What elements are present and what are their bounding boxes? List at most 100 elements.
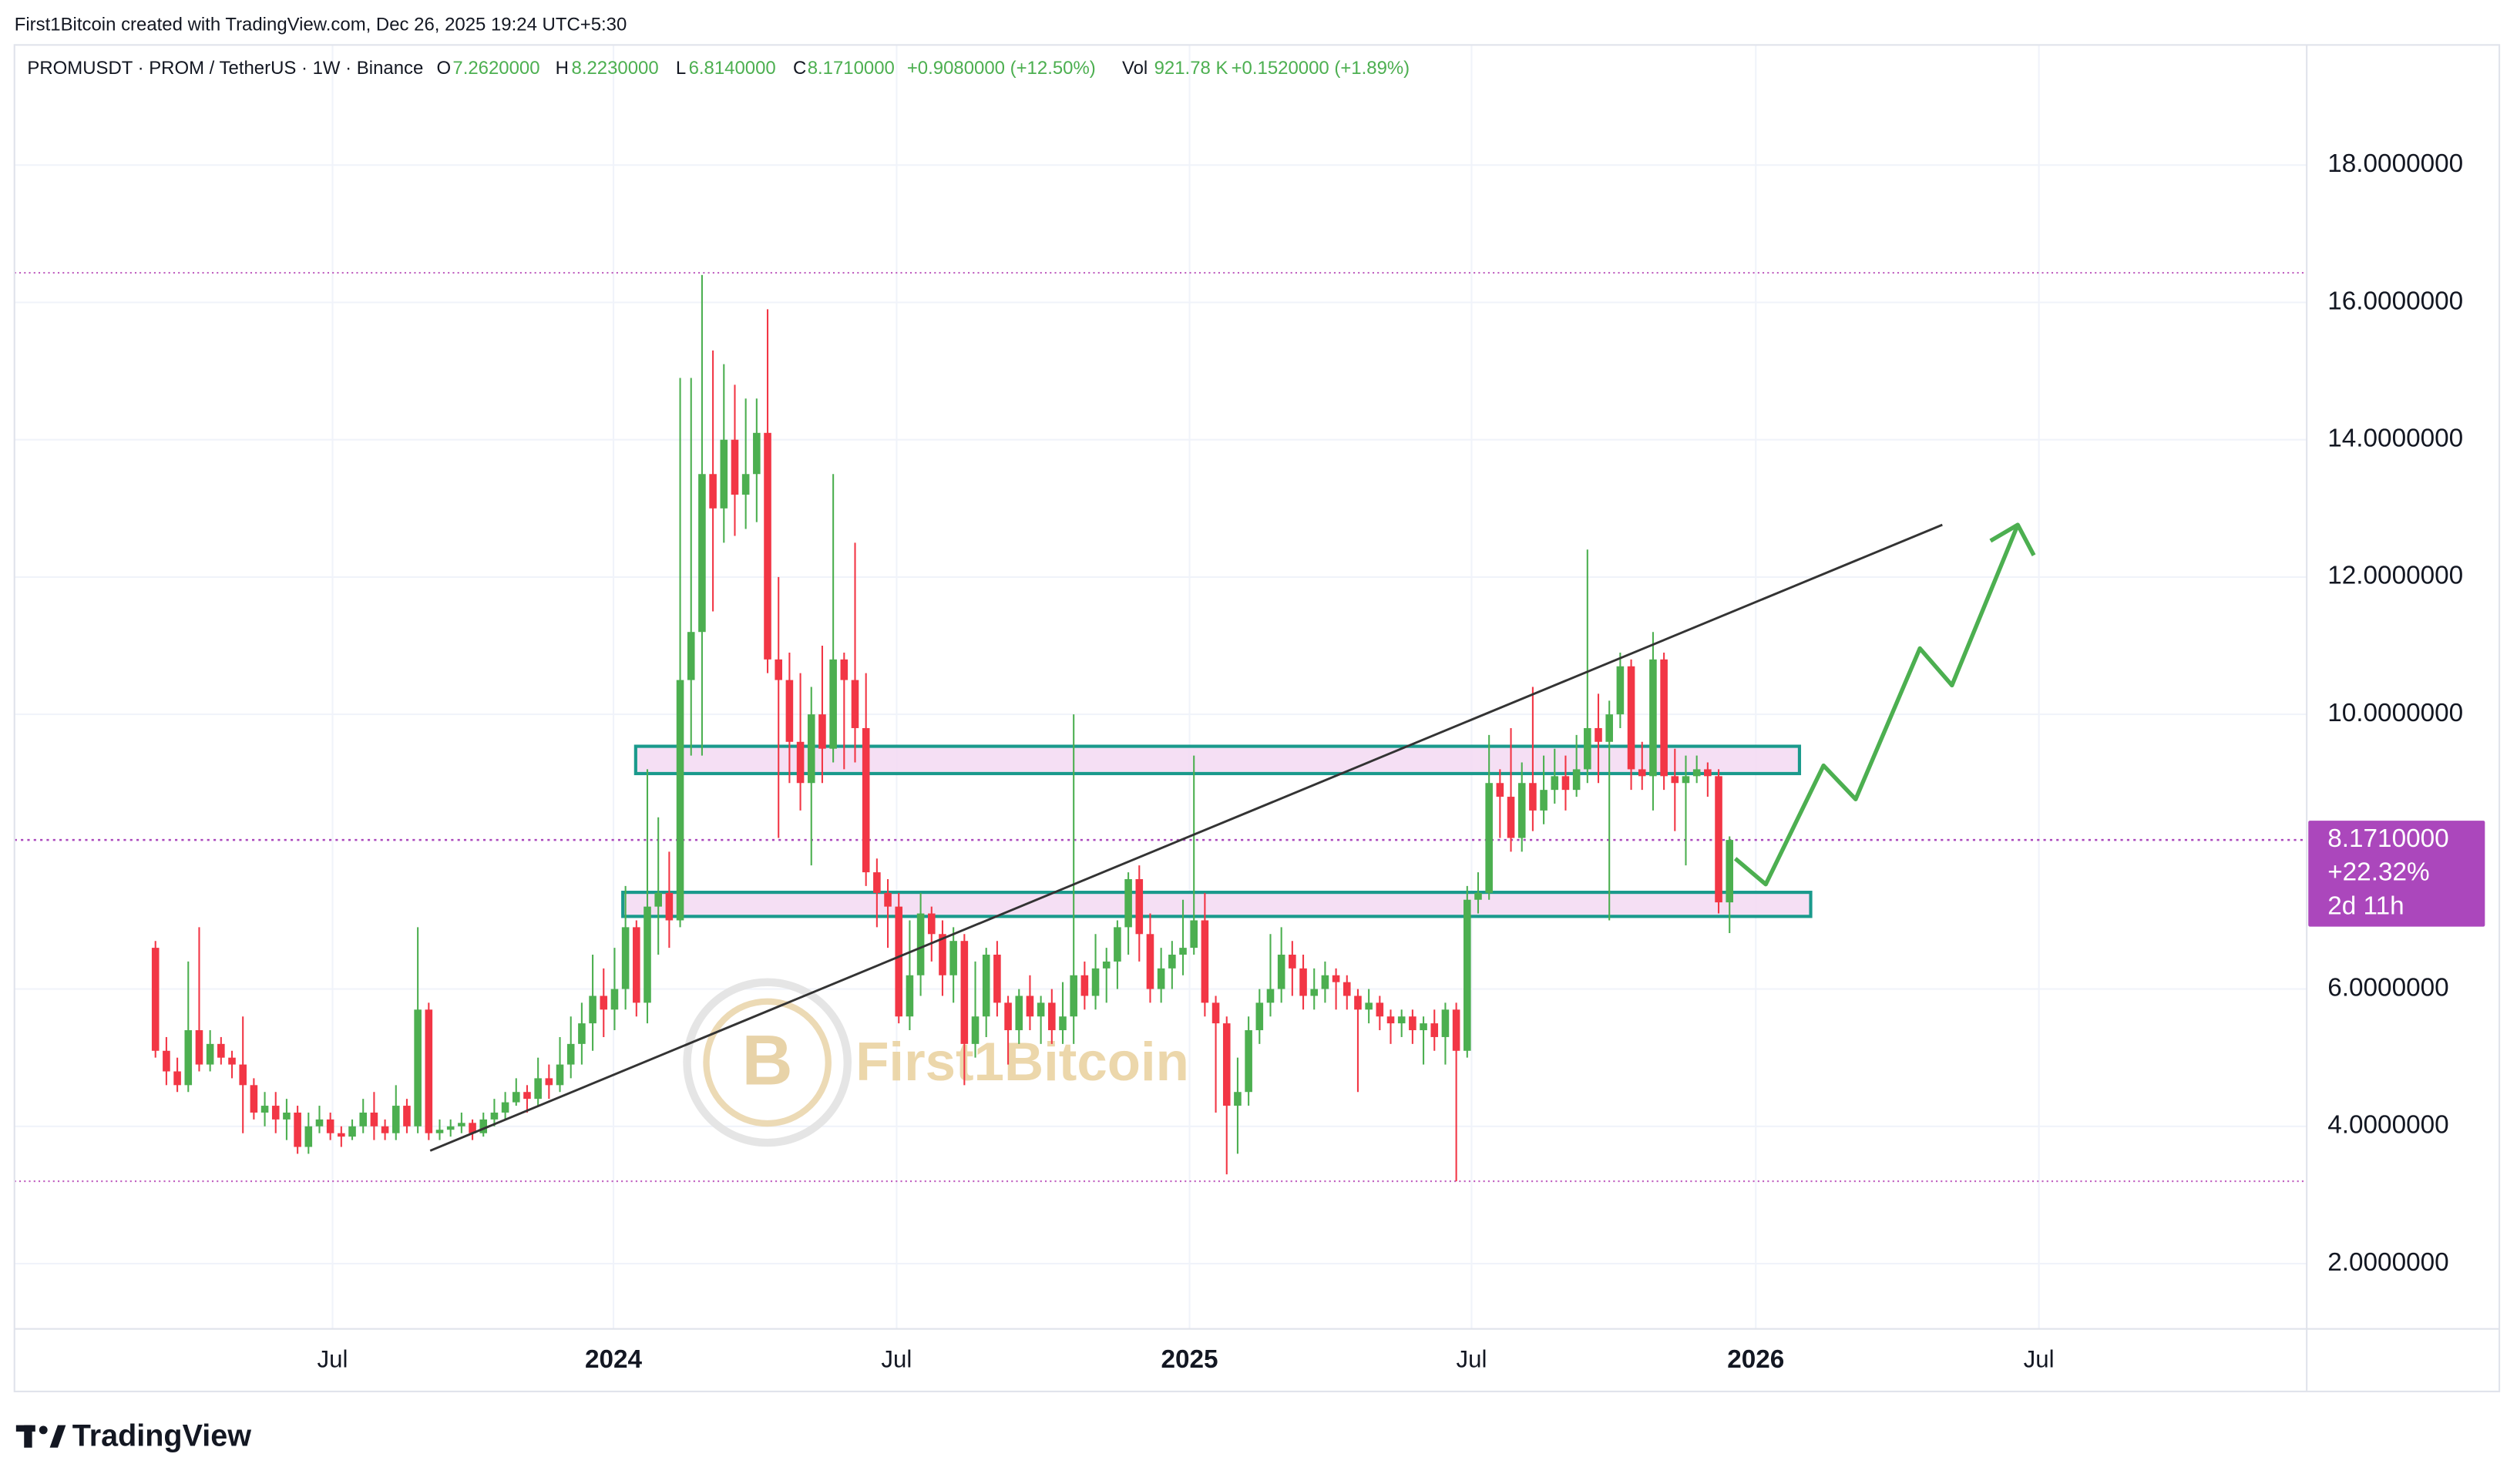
- candle-body: [1441, 1009, 1450, 1037]
- candle-body: [807, 714, 815, 784]
- candle-body: [1704, 769, 1712, 777]
- candle-body: [621, 927, 630, 989]
- candle-body: [764, 432, 771, 660]
- candle-body: [391, 1106, 400, 1133]
- candle-body: [1299, 968, 1307, 996]
- candle-body: [1124, 878, 1132, 928]
- candle-body: [1540, 790, 1548, 811]
- candle-body: [1627, 666, 1635, 770]
- ohlc-key: L: [676, 58, 686, 79]
- candle-body: [906, 975, 914, 1017]
- candle-body: [1671, 776, 1679, 784]
- candle-body: [326, 1119, 334, 1133]
- candle-body: [151, 948, 160, 1051]
- candle-body: [1605, 714, 1613, 742]
- candle-body: [1529, 783, 1537, 811]
- candle-body: [250, 1085, 258, 1113]
- svg-text:B: B: [742, 1021, 793, 1100]
- ohlc-value: 7.2620000: [452, 58, 539, 79]
- tradingview-logo: TradingView: [72, 1419, 252, 1453]
- candle-body: [1354, 995, 1362, 1010]
- candle-body: [818, 714, 826, 749]
- candle-body: [578, 1023, 586, 1044]
- candle-body: [654, 892, 662, 907]
- candle-body: [1168, 955, 1176, 969]
- candle-body: [993, 955, 1001, 1003]
- candle-body: [1507, 797, 1515, 838]
- candle-body: [1343, 982, 1351, 996]
- y-tick-label: 16.0000000: [2327, 287, 2463, 315]
- candle-body: [873, 872, 881, 893]
- y-tick-label: 14.0000000: [2327, 425, 2463, 453]
- candle-body: [1496, 783, 1504, 797]
- candle-body: [796, 741, 805, 784]
- candle-body: [895, 906, 903, 1017]
- candle-body: [534, 1078, 542, 1100]
- y-tick-label: 10.0000000: [2327, 699, 2463, 727]
- candle-body: [1048, 1002, 1056, 1031]
- candle-body: [173, 1071, 181, 1086]
- candle-body: [1682, 776, 1690, 784]
- ohlc-value: 8.2230000: [572, 58, 659, 79]
- grid: [14, 45, 2307, 1329]
- candle-body: [927, 913, 936, 935]
- candle-body: [1474, 892, 1482, 900]
- candle-body: [425, 1009, 433, 1133]
- candle-body: [884, 892, 892, 907]
- candle-body: [381, 1126, 389, 1133]
- candle-body: [1376, 1002, 1384, 1017]
- trend-line: [429, 523, 1943, 1152]
- credit: First1Bitcoin created with TradingView.c…: [15, 15, 627, 35]
- y-tick-label: 18.0000000: [2327, 149, 2463, 178]
- candle-body: [1551, 776, 1559, 791]
- candle-body: [1485, 783, 1493, 893]
- candle-body: [260, 1106, 269, 1113]
- candle-body: [184, 1030, 193, 1086]
- candle-body: [1726, 840, 1734, 903]
- candle-body: [1452, 1009, 1460, 1051]
- x-tick-label: Jul: [881, 1346, 912, 1373]
- candle-body: [1584, 727, 1591, 770]
- candle-body: [566, 1043, 575, 1065]
- candle-body: [1135, 878, 1144, 935]
- candle-body: [239, 1064, 247, 1086]
- candle-body: [1595, 727, 1602, 742]
- candle-body: [1245, 1030, 1252, 1093]
- candle-body: [1211, 1002, 1220, 1024]
- candle-body: [435, 1130, 444, 1133]
- candle-body: [479, 1119, 488, 1133]
- candle-body: [644, 906, 651, 1003]
- candle-body: [1146, 934, 1154, 989]
- candle-body: [414, 1009, 422, 1126]
- x-tick-label: 2025: [1161, 1345, 1218, 1374]
- arrow-head: [1989, 522, 2036, 556]
- ohlc-value: 8.1710000: [808, 58, 895, 79]
- candle-body: [359, 1112, 368, 1126]
- candle-body: [195, 1030, 203, 1065]
- candle-body: [665, 892, 674, 921]
- y-tick-label: 12.0000000: [2327, 562, 2463, 590]
- x-tick-label: Jul: [2024, 1346, 2055, 1373]
- candle-body: [1234, 1092, 1242, 1106]
- candle-body: [556, 1064, 564, 1086]
- candle-body: [1102, 961, 1111, 969]
- ohlc-key: H: [556, 58, 569, 79]
- candle-body: [1572, 769, 1581, 791]
- candle-body: [1179, 948, 1187, 955]
- candle-body: [512, 1092, 520, 1103]
- countdown: 2d 11h: [2327, 891, 2404, 920]
- candle-body: [1616, 666, 1625, 715]
- support-zone: [621, 891, 1813, 918]
- candle-body: [829, 659, 837, 749]
- candle-body: [501, 1102, 509, 1113]
- candle-body: [338, 1133, 345, 1137]
- candle-body: [1070, 975, 1077, 1017]
- candle-body: [370, 1112, 378, 1126]
- x-tick-label: Jul: [1457, 1346, 1487, 1373]
- volume-change: +0.1520000 (+1.89%): [1232, 58, 1410, 79]
- candle-body: [1430, 1023, 1439, 1037]
- candle-body: [1289, 955, 1296, 969]
- x-tick-label: Jul: [318, 1346, 348, 1373]
- candle-body: [720, 439, 728, 509]
